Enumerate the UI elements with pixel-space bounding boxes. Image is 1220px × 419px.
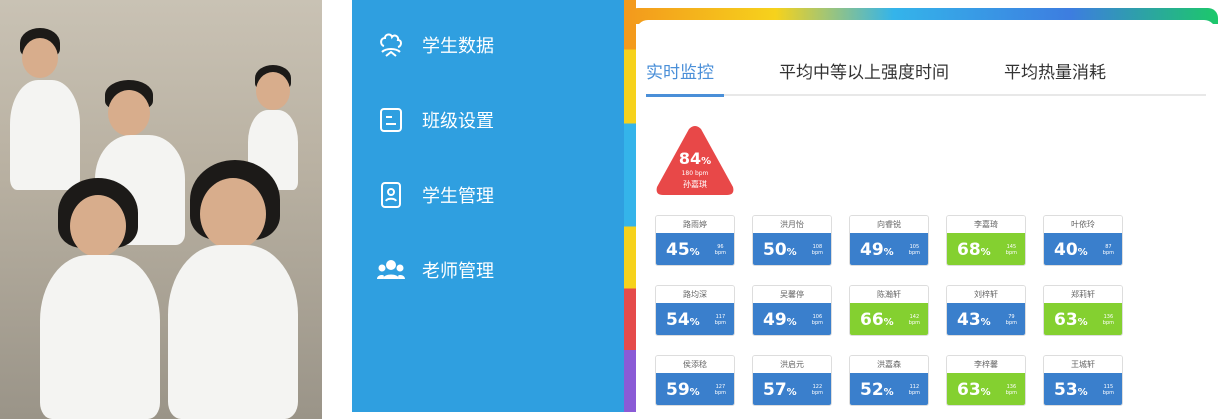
student-bpm: 115 bpm [1102, 384, 1114, 396]
student-stats: 63% 136 bpm [1044, 303, 1122, 335]
alert-name: 孙嘉琪 [683, 180, 707, 189]
student-percent: 63% [957, 380, 991, 400]
student-name: 刘梓轩 [947, 286, 1025, 303]
sidebar-item-label: 学生数据 [422, 36, 494, 57]
tab-realtime-monitor[interactable]: 实时监控 [646, 58, 724, 97]
student-percent: 43% [957, 310, 991, 330]
student-name: 路均深 [656, 286, 734, 303]
student-name: 郑莉轩 [1044, 286, 1122, 303]
student-card[interactable]: 向睿锐 49% 105 bpm [849, 215, 929, 266]
student-stats: 59% 127 bpm [656, 373, 734, 405]
student-stats: 40% 87 bpm [1044, 233, 1122, 265]
color-stripe [624, 0, 636, 412]
student-bpm: 136 bpm [1005, 384, 1017, 396]
student-bpm: 106 bpm [811, 314, 823, 326]
student-percent: 59% [666, 380, 700, 400]
student-name: 叶依玲 [1044, 216, 1122, 233]
student-percent: 54% [666, 310, 700, 330]
student-card[interactable]: 王城轩 53% 115 bpm [1043, 355, 1123, 406]
student-percent: 45% [666, 240, 700, 260]
student-card[interactable]: 李梓馨 63% 136 bpm [946, 355, 1026, 406]
student-bpm: 145 bpm [1005, 244, 1017, 256]
sidebar-item-label: 班级设置 [422, 111, 494, 132]
student-card[interactable]: 吴馨停 49% 106 bpm [752, 285, 832, 336]
sidebar-item-label: 老师管理 [422, 261, 494, 282]
student-stats: 49% 106 bpm [753, 303, 831, 335]
tab-avg-moderate-intensity-time[interactable]: 平均中等以上强度时间 [779, 63, 949, 83]
student-percent: 57% [763, 380, 797, 400]
student-card[interactable]: 洪启元 57% 122 bpm [752, 355, 832, 406]
student-bpm: 79 bpm [1005, 314, 1017, 326]
student-stats: 49% 105 bpm [850, 233, 928, 265]
sidebar-item-student-management[interactable]: 学生管理 [376, 180, 494, 210]
student-name: 李嘉琦 [947, 216, 1025, 233]
student-percent: 68% [957, 240, 991, 260]
student-bpm: 122 bpm [811, 384, 823, 396]
student-percent: 49% [860, 240, 894, 260]
student-name: 吴馨停 [753, 286, 831, 303]
student-stats: 54% 117 bpm [656, 303, 734, 335]
student-bpm: 108 bpm [811, 244, 823, 256]
student-stats: 43% 79 bpm [947, 303, 1025, 335]
sidebar: 学生数据 班级设置 学生管理 老师管理 [352, 0, 628, 412]
student-percent: 52% [860, 380, 894, 400]
student-stats: 50% 108 bpm [753, 233, 831, 265]
student-name: 洪嘉森 [850, 356, 928, 373]
student-card[interactable]: 陈瀚轩 66% 142 bpm [849, 285, 929, 336]
sidebar-item-student-data[interactable]: 学生数据 [376, 30, 494, 60]
sidebar-item-label: 学生管理 [422, 186, 494, 207]
student-percent: 49% [763, 310, 797, 330]
settings-card-icon [376, 105, 406, 135]
student-bpm: 117 bpm [714, 314, 726, 326]
student-percent: 63% [1054, 310, 1088, 330]
student-percent: 50% [763, 240, 797, 260]
student-stats: 45% 96 bpm [656, 233, 734, 265]
student-bpm: 96 bpm [714, 244, 726, 256]
student-card[interactable]: 郑莉轩 63% 136 bpm [1043, 285, 1123, 336]
student-name: 洪月怡 [753, 216, 831, 233]
alert-percent: 84% [678, 149, 712, 168]
student-card[interactable]: 洪嘉森 52% 112 bpm [849, 355, 929, 406]
student-name: 路雨婷 [656, 216, 734, 233]
student-card[interactable]: 刘梓轩 43% 79 bpm [946, 285, 1026, 336]
student-card[interactable]: 路均深 54% 117 bpm [655, 285, 735, 336]
student-card[interactable]: 洪月怡 50% 108 bpm [752, 215, 832, 266]
teachers-icon [376, 255, 406, 285]
sidebar-item-teacher-management[interactable]: 老师管理 [376, 255, 494, 285]
alert-student-badge[interactable]: 84% 180 bpm 孙嘉琪 [655, 125, 735, 197]
student-card[interactable]: 叶依玲 40% 87 bpm [1043, 215, 1123, 266]
student-stats: 63% 136 bpm [947, 373, 1025, 405]
children-photo [0, 0, 322, 419]
tab-bar: 实时监控 平均中等以上强度时间 平均热量消耗 [646, 58, 1206, 97]
student-name: 洪启元 [753, 356, 831, 373]
student-stats: 53% 115 bpm [1044, 373, 1122, 405]
student-id-icon [376, 180, 406, 210]
student-stats: 52% 112 bpm [850, 373, 928, 405]
student-bpm: 105 bpm [908, 244, 920, 256]
student-name: 王城轩 [1044, 356, 1122, 373]
student-percent: 53% [1054, 380, 1088, 400]
student-name: 侯添稔 [656, 356, 734, 373]
student-stats: 57% 122 bpm [753, 373, 831, 405]
student-percent: 66% [860, 310, 894, 330]
student-bpm: 136 bpm [1102, 314, 1114, 326]
brain-icon [376, 30, 406, 60]
student-bpm: 87 bpm [1102, 244, 1114, 256]
student-stats: 68% 145 bpm [947, 233, 1025, 265]
student-bpm: 112 bpm [908, 384, 920, 396]
student-bpm: 127 bpm [714, 384, 726, 396]
student-name: 陈瀚轩 [850, 286, 928, 303]
student-bpm: 142 bpm [908, 314, 920, 326]
student-card[interactable]: 侯添稔 59% 127 bpm [655, 355, 735, 406]
student-stats: 66% 142 bpm [850, 303, 928, 335]
tab-avg-calorie-consumption[interactable]: 平均热量消耗 [1004, 63, 1106, 83]
student-card[interactable]: 路雨婷 45% 96 bpm [655, 215, 735, 266]
student-percent: 40% [1054, 240, 1088, 260]
alert-bpm: 180 bpm [681, 170, 709, 177]
monitor-panel: 实时监控 平均中等以上强度时间 平均热量消耗 84% 180 bpm 孙嘉琪 路… [636, 20, 1216, 419]
sidebar-item-class-settings[interactable]: 班级设置 [376, 105, 494, 135]
student-name: 向睿锐 [850, 216, 928, 233]
student-card[interactable]: 李嘉琦 68% 145 bpm [946, 215, 1026, 266]
student-name: 李梓馨 [947, 356, 1025, 373]
